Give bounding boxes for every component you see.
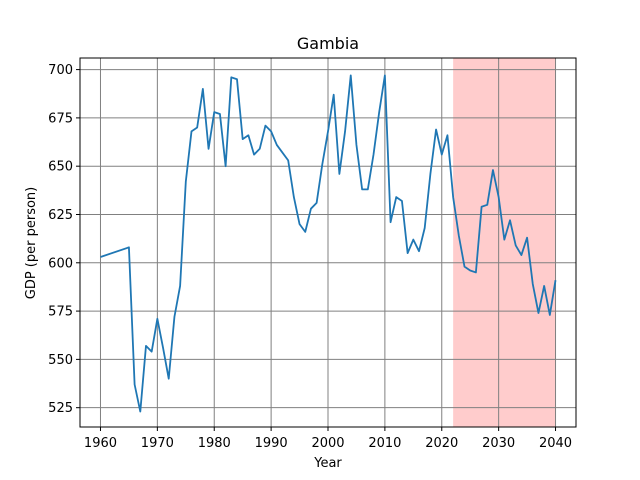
y-tick-label: 550 bbox=[48, 353, 73, 368]
x-tick-label: 2010 bbox=[368, 436, 401, 451]
forecast-highlight-band bbox=[453, 58, 556, 427]
x-tick-label: 2020 bbox=[425, 436, 458, 451]
x-tick-label: 2040 bbox=[539, 436, 572, 451]
x-tick-label: 1970 bbox=[141, 436, 174, 451]
x-axis-title: Year bbox=[313, 456, 342, 471]
gdp-series-line bbox=[100, 74, 557, 413]
x-tick-label: 1980 bbox=[198, 436, 231, 451]
x-tick-label: 2030 bbox=[482, 436, 515, 451]
y-tick-label: 700 bbox=[48, 63, 73, 78]
y-axis-title: GDP (per person) bbox=[24, 187, 39, 300]
y-tick-label: 575 bbox=[48, 305, 73, 320]
chart-title: Gambia bbox=[297, 34, 359, 53]
y-tick-label: 675 bbox=[48, 111, 73, 126]
y-tick-label: 625 bbox=[48, 208, 73, 223]
y-tick-label: 525 bbox=[48, 401, 73, 416]
x-tick-label: 1990 bbox=[255, 436, 288, 451]
x-tick-label: 2000 bbox=[311, 436, 344, 451]
y-tick-label: 600 bbox=[48, 256, 73, 271]
y-tick-label: 650 bbox=[48, 160, 73, 175]
x-tick-label: 1960 bbox=[84, 436, 117, 451]
